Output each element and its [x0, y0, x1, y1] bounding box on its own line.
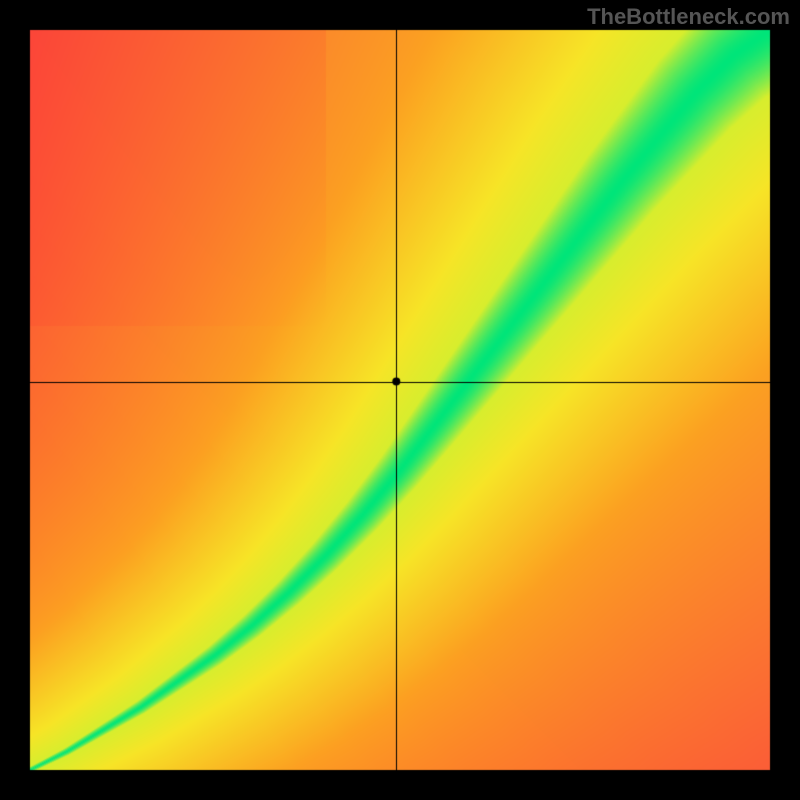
watermark-text: TheBottleneck.com	[587, 4, 790, 30]
chart-container: TheBottleneck.com	[0, 0, 800, 800]
bottleneck-heatmap	[0, 0, 800, 800]
